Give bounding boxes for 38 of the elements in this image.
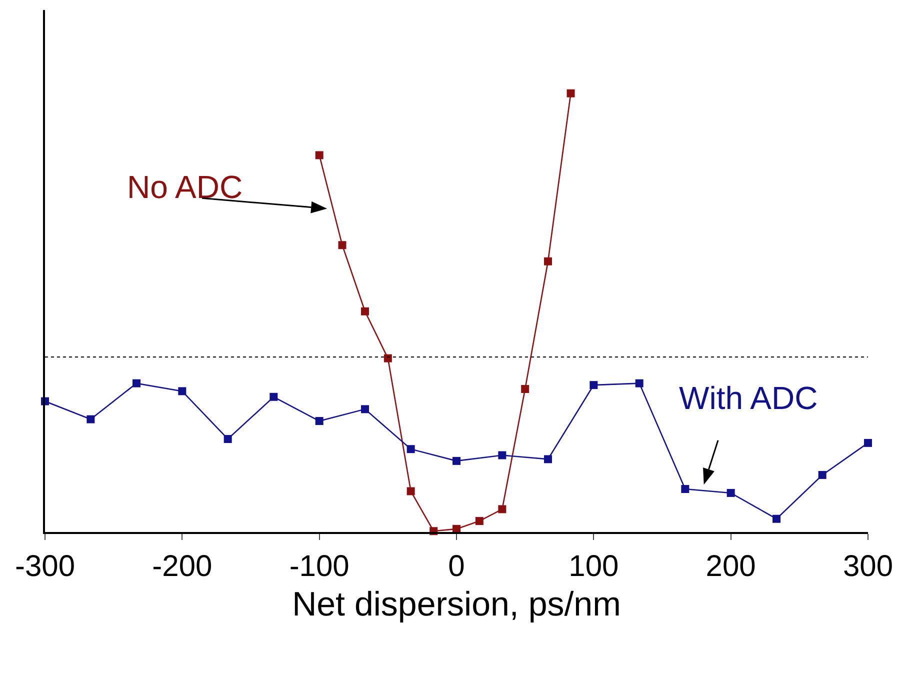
x-tick-label: -300 — [14, 550, 76, 583]
point — [498, 451, 506, 460]
x-tick-label: 300 — [842, 550, 894, 583]
point — [635, 379, 644, 388]
point — [475, 517, 484, 526]
point — [384, 354, 392, 362]
point — [498, 505, 506, 514]
x-tick-label: 100 — [568, 550, 619, 583]
point — [864, 438, 872, 447]
point — [406, 487, 415, 496]
point — [132, 379, 140, 388]
point — [406, 445, 415, 454]
point — [178, 387, 186, 396]
x-tick-label: 0 — [448, 550, 465, 583]
point — [452, 456, 460, 465]
x-tick-label: -100 — [289, 550, 350, 583]
point — [315, 417, 324, 426]
point — [361, 405, 370, 414]
point — [544, 455, 552, 464]
point — [818, 470, 826, 479]
annotation: With ADC — [679, 380, 818, 416]
point — [544, 257, 552, 266]
point — [772, 514, 781, 523]
point — [590, 381, 598, 390]
point — [726, 488, 735, 497]
point — [521, 385, 530, 393]
annotation: No ADC — [127, 169, 243, 205]
x-tick-label: 200 — [706, 550, 756, 583]
x-axis-title: Net dispersion, ps/nm — [292, 586, 621, 624]
point — [566, 89, 575, 98]
point — [338, 241, 346, 250]
point — [86, 415, 95, 424]
point — [315, 151, 324, 160]
point — [224, 435, 232, 444]
point — [361, 307, 370, 316]
point — [681, 485, 690, 494]
x-tick-label: -200 — [152, 550, 212, 583]
point — [270, 392, 278, 401]
